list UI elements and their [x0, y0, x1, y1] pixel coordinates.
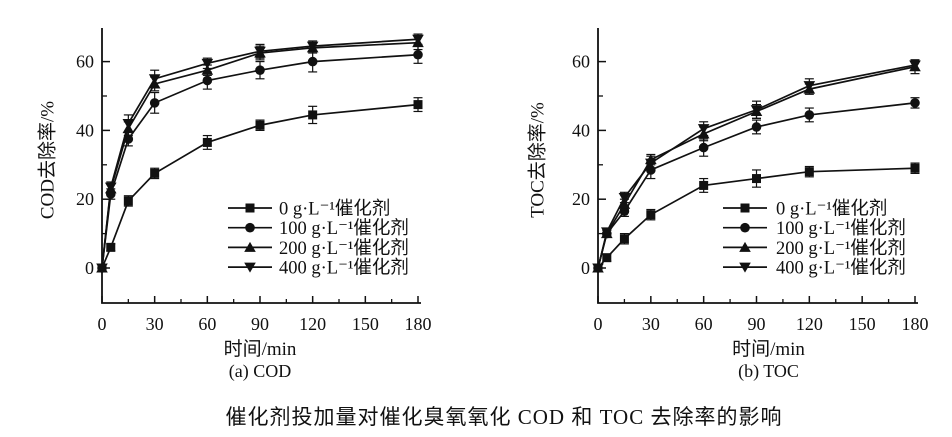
legend-label-3: 400 g·L⁻¹催化剂 — [776, 258, 906, 279]
series-3 — [592, 59, 921, 274]
cod-panel: 0 30 60 90 120 150 180 0 20 40 60 0 g·L⁻¹催化剂 100 g·L… — [0, 0, 476, 390]
cod-subtitle: (a) COD — [228, 361, 292, 381]
svg-text:120: 120 — [299, 314, 326, 334]
svg-text:180: 180 — [405, 314, 432, 334]
svg-text:180: 180 — [902, 314, 929, 334]
svg-text:120: 120 — [796, 314, 823, 334]
cod-x-axis-label: 时间/min — [223, 339, 297, 360]
legend-label-1: 100 g·L⁻¹催化剂 — [776, 218, 906, 239]
svg-text:0: 0 — [581, 258, 590, 278]
svg-text:20: 20 — [76, 189, 94, 209]
svg-text:90: 90 — [748, 314, 766, 334]
toc-subtitle: (b) TOC — [738, 361, 799, 381]
legend-label-0: 0 g·L⁻¹催化剂 — [279, 199, 390, 220]
legend-label-2: 200 g·L⁻¹催化剂 — [776, 238, 906, 259]
legend-label-2: 200 g·L⁻¹催化剂 — [279, 238, 409, 259]
svg-text:150: 150 — [849, 314, 876, 334]
toc-panel: 0 30 60 90 120 150 180 0 20 40 60 0 g·L⁻¹催化剂 100 g·L… — [476, 0, 952, 390]
series-3 — [96, 33, 424, 274]
legend-label-1: 100 g·L⁻¹催化剂 — [279, 218, 409, 239]
x-axis: 0 30 60 90 120 150 180 — [594, 296, 929, 334]
svg-text:60: 60 — [198, 314, 216, 334]
toc-x-axis-label: 时间/min — [732, 339, 805, 360]
svg-text:30: 30 — [146, 314, 164, 334]
x-axis: 0 30 60 90 120 150 180 — [98, 296, 432, 334]
svg-text:0: 0 — [594, 314, 603, 334]
svg-text:0: 0 — [85, 258, 94, 278]
svg-text:60: 60 — [76, 52, 94, 72]
svg-text:0: 0 — [98, 314, 107, 334]
svg-text:40: 40 — [76, 120, 94, 140]
svg-text:40: 40 — [572, 120, 590, 140]
svg-text:60: 60 — [695, 314, 713, 334]
y-axis: 0 20 40 60 — [572, 52, 606, 278]
svg-text:90: 90 — [251, 314, 269, 334]
legend-label-0: 0 g·L⁻¹催化剂 — [776, 199, 887, 220]
cod-y-axis-label: COD去除率/% — [37, 100, 59, 220]
svg-text:20: 20 — [572, 189, 590, 209]
svg-text:30: 30 — [642, 314, 660, 334]
y-axis: 0 20 40 60 — [76, 52, 110, 278]
svg-text:60: 60 — [572, 52, 590, 72]
series-0 — [97, 97, 423, 273]
svg-text:150: 150 — [352, 314, 379, 334]
legend-label-3: 400 g·L⁻¹催化剂 — [279, 258, 409, 279]
toc-y-axis-label: TOC去除率/% — [527, 102, 549, 218]
figure-caption: 催化剂投加量对催化臭氧氧化 COD 和 TOC 去除率的影响 — [225, 405, 783, 429]
